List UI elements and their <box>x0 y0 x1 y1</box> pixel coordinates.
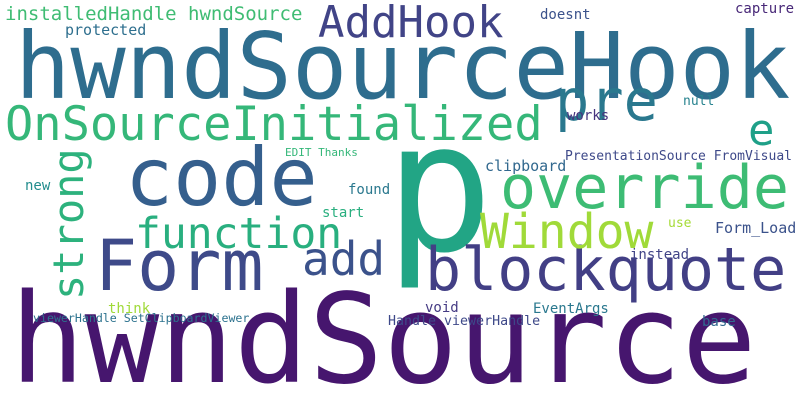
word: function <box>135 209 342 259</box>
word: instead <box>630 247 689 263</box>
word: capture <box>735 1 794 17</box>
word: PresentationSource FromVisual <box>565 149 792 164</box>
word: EventArgs <box>533 301 609 317</box>
word: pre <box>555 68 658 134</box>
word: protected <box>65 21 146 39</box>
word: Form_Load <box>715 219 796 237</box>
word: base <box>702 314 736 330</box>
word: start <box>322 205 364 221</box>
word: installedHandle hwndSource <box>5 3 302 25</box>
word: think <box>108 301 151 317</box>
word: add <box>302 232 385 286</box>
word: code <box>125 131 318 224</box>
word: e <box>748 105 775 156</box>
word: hwndSourceHook <box>15 13 790 120</box>
word: doesnt <box>540 7 591 23</box>
word: works <box>567 108 609 124</box>
word: override <box>500 153 789 223</box>
word: found <box>348 182 390 198</box>
word: p <box>385 84 493 293</box>
word: void <box>425 300 459 316</box>
word: viewerHandle SetClipboardViewer <box>33 311 249 325</box>
word: use <box>668 216 692 231</box>
word: new <box>25 178 51 194</box>
word: AddHook <box>318 0 503 48</box>
word: hwndSource <box>10 268 757 400</box>
word: null <box>683 94 714 109</box>
word: Form <box>95 225 264 307</box>
word: strong <box>44 148 93 300</box>
word: blockquote <box>425 235 786 305</box>
word: EDIT Thanks <box>285 146 358 159</box>
word: clipboard <box>485 157 566 175</box>
word: Handle viewerHandle <box>388 314 540 329</box>
word: Window <box>480 204 653 260</box>
word: OnSourceInitialized <box>5 97 543 152</box>
